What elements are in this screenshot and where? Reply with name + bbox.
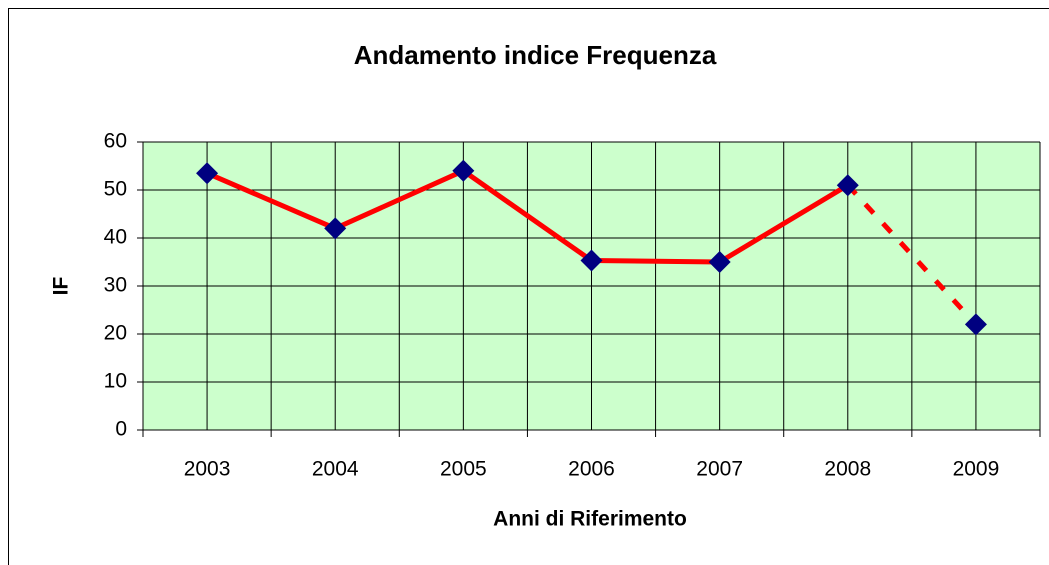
x-tick-label: 2003 — [184, 458, 231, 481]
y-tick-label: 20 — [104, 322, 127, 345]
data-marker — [708, 251, 731, 273]
x-tick-label: 2006 — [568, 458, 615, 481]
data-marker — [964, 313, 987, 336]
data-marker — [452, 159, 475, 182]
x-tick-label: 2004 — [312, 458, 359, 481]
y-tick-label: 60 — [104, 130, 127, 153]
y-tick-label: 50 — [104, 178, 127, 201]
line-segment — [591, 258, 720, 265]
data-marker — [196, 162, 219, 185]
line-segment — [845, 183, 978, 327]
line-segment — [718, 183, 850, 265]
y-axis-label: IF — [50, 277, 73, 296]
x-axis-label: Anni di Riferimento — [493, 508, 687, 531]
line-segment — [334, 168, 465, 231]
y-tick-label: 30 — [104, 274, 127, 297]
data-marker — [580, 249, 603, 272]
data-marker — [324, 217, 347, 240]
line-segment — [206, 170, 337, 231]
line-segment — [461, 168, 593, 263]
data-marker — [836, 174, 859, 197]
x-tick-label: 2008 — [824, 458, 871, 481]
y-tick-label: 10 — [104, 370, 127, 393]
x-tick-label: 2005 — [440, 458, 487, 481]
x-tick-label: 2009 — [953, 458, 1000, 481]
y-tick-label: 0 — [115, 418, 127, 441]
chart-title: Andamento indice Frequenza — [354, 40, 717, 70]
x-tick-label: 2007 — [696, 458, 743, 481]
y-tick-label: 40 — [104, 226, 127, 249]
